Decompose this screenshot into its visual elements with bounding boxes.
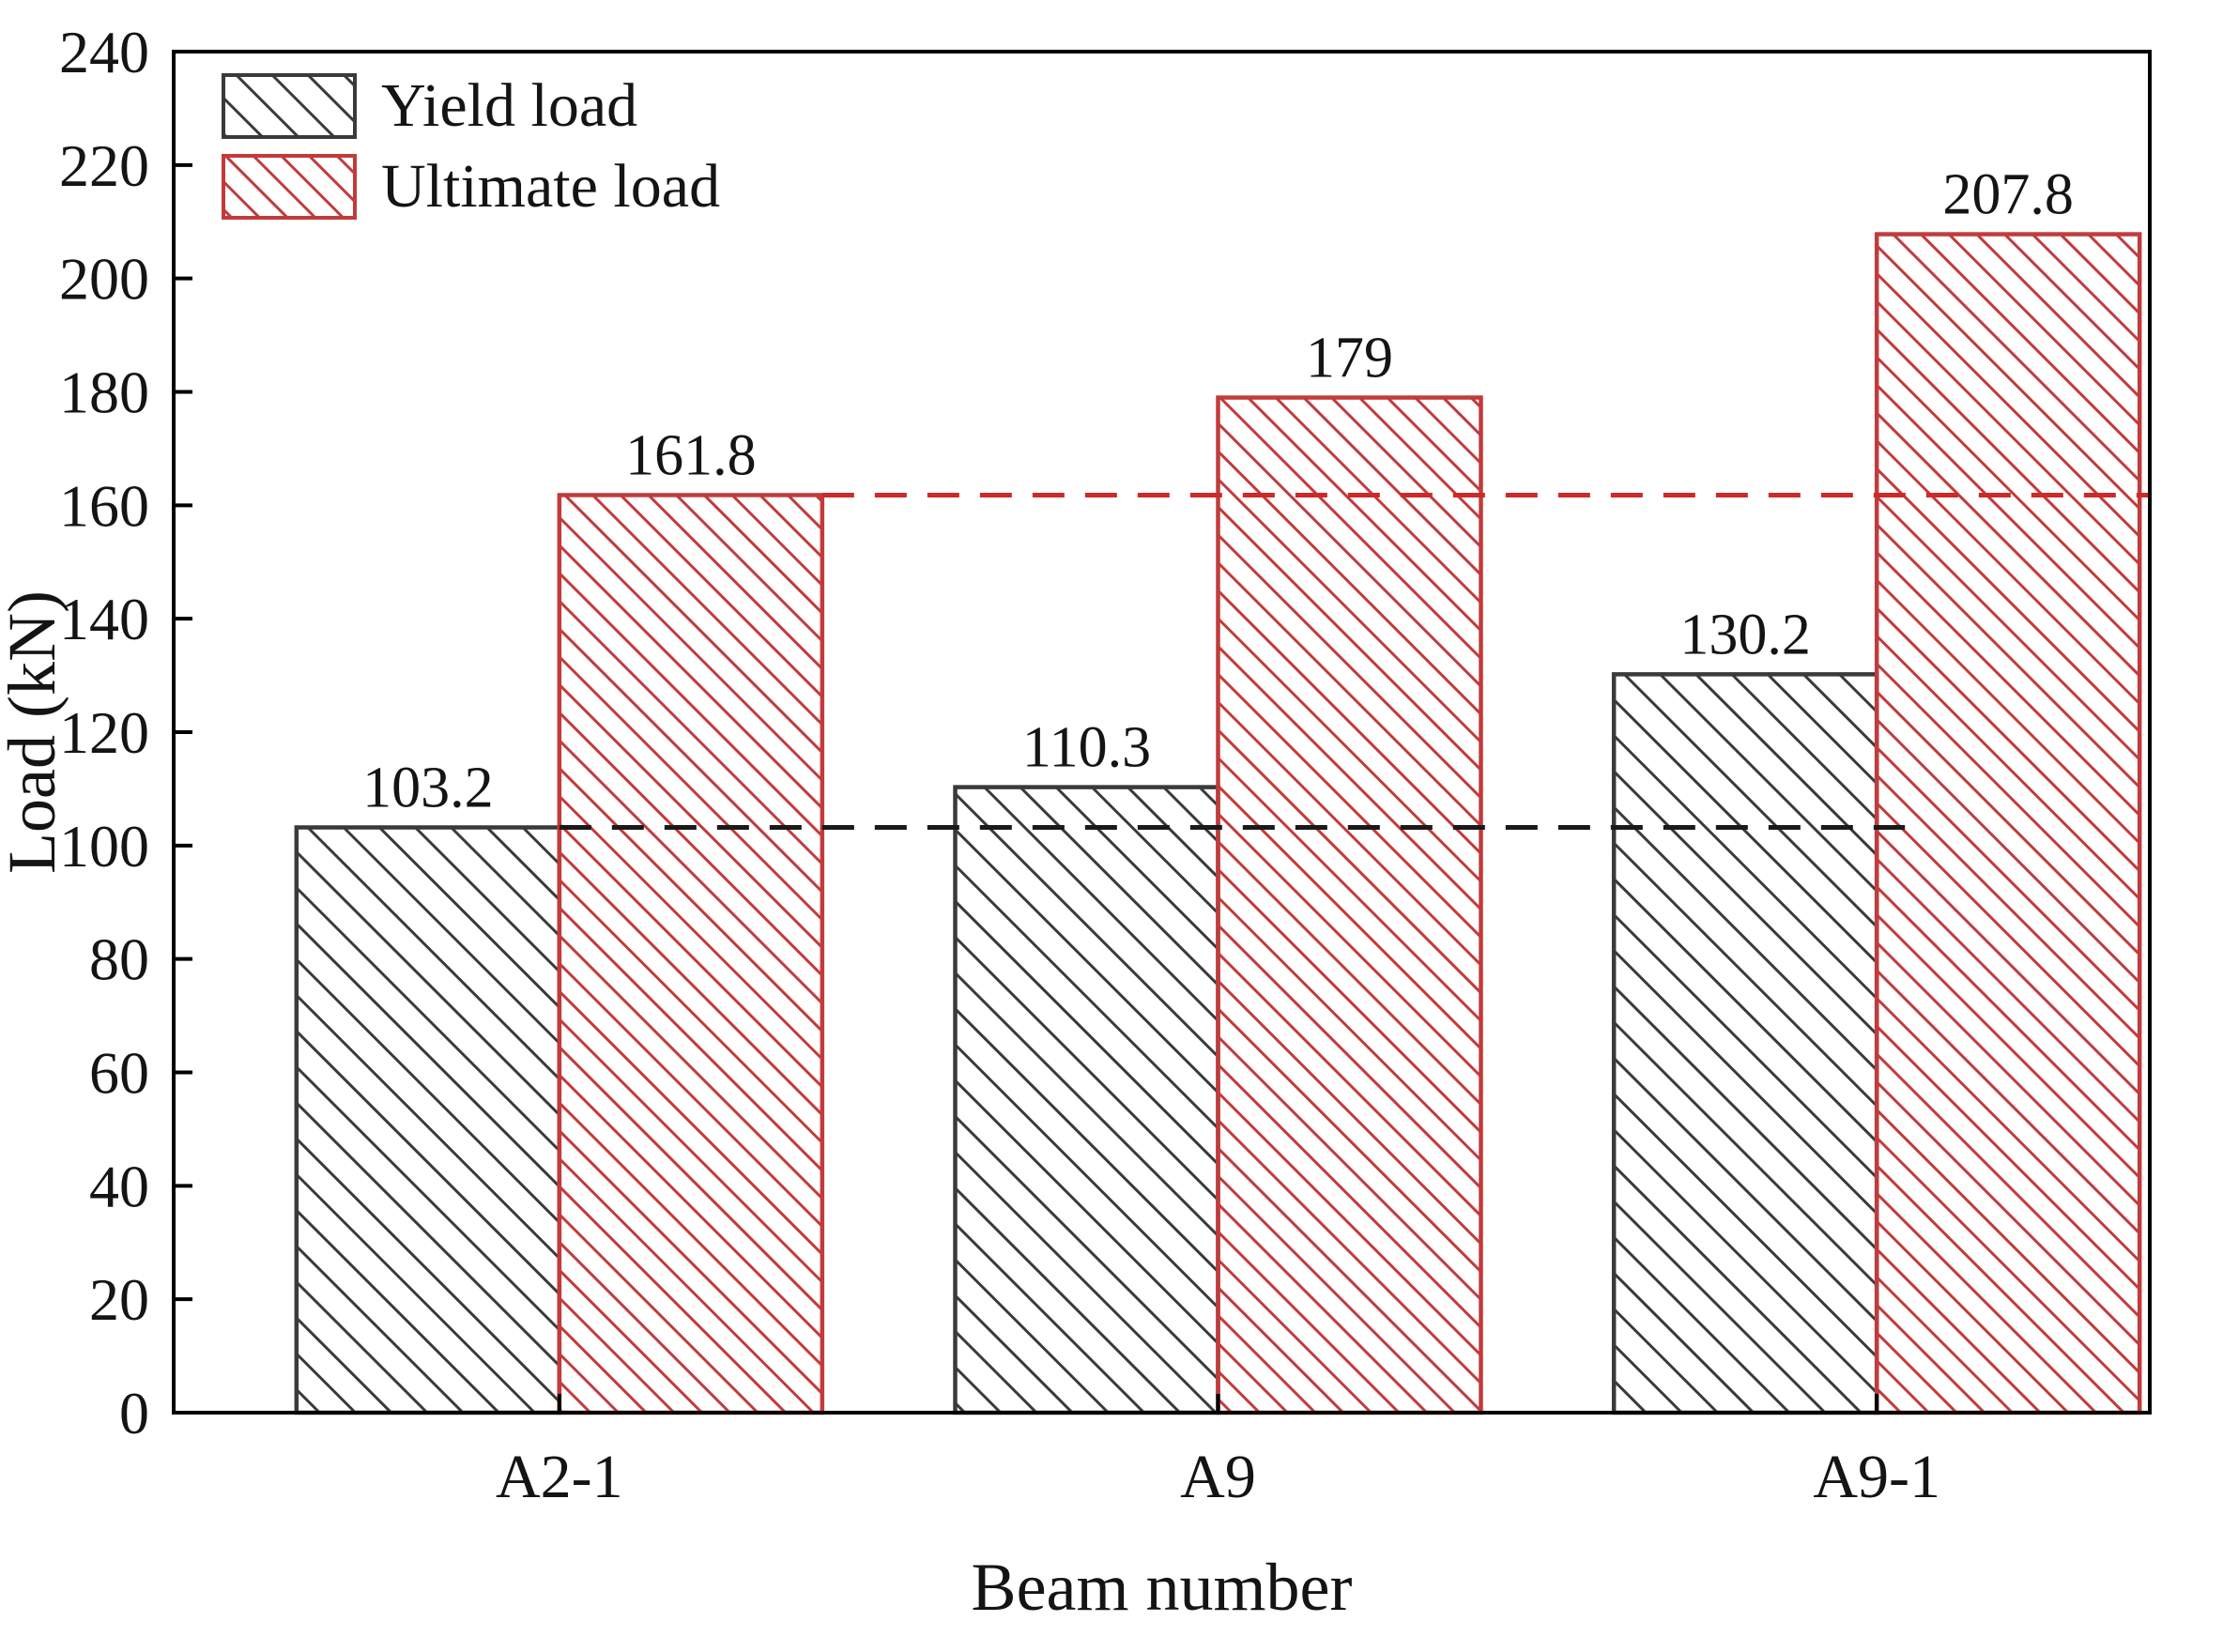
y-tick-label: 60 <box>89 1040 149 1107</box>
legend-label-1: Ultimate load <box>381 152 720 221</box>
value-label-A2-1-0: 103.2 <box>362 757 494 820</box>
y-tick-label: 180 <box>59 359 149 426</box>
legend-swatch-0 <box>222 73 357 139</box>
y-tick-label: 140 <box>59 586 149 652</box>
y-tick-label: 220 <box>59 132 149 199</box>
y-tick-label: 100 <box>59 813 149 880</box>
y-tick-label: 200 <box>59 246 149 313</box>
value-label-A9-0: 110.3 <box>1022 716 1151 780</box>
y-tick-label: 240 <box>59 19 149 85</box>
y-tick-label: 40 <box>89 1153 149 1219</box>
legend-swatch-1 <box>222 154 357 220</box>
y-axis-title: Load (kN) <box>0 590 69 874</box>
legend-label-0: Yield load <box>381 71 637 140</box>
y-tick-label: 80 <box>89 926 149 993</box>
bar-yield-load-A2-1 <box>294 825 562 1415</box>
bar-ultimate-load-A9-1 <box>1874 232 2142 1415</box>
value-label-A9-1: 179 <box>1306 327 1393 390</box>
x-tick-label: A9-1 <box>1813 1443 1940 1511</box>
value-label-A9-1-1: 207.8 <box>1942 163 2074 227</box>
bar-ultimate-load-A9 <box>1216 395 1483 1415</box>
y-tick-label: 20 <box>89 1266 149 1333</box>
value-label-A9-1-0: 130.2 <box>1679 603 1811 666</box>
y-tick-label: 160 <box>59 472 149 539</box>
x-tick-label: A2-1 <box>496 1443 623 1511</box>
x-axis-title: Beam number <box>972 1550 1353 1625</box>
x-tick-label: A9 <box>1180 1443 1256 1511</box>
bar-ultimate-load-A2-1 <box>557 493 825 1415</box>
bar-yield-load-A9-1 <box>1611 672 1879 1415</box>
y-tick-label: 0 <box>119 1380 149 1446</box>
value-label-A2-1-1: 161.8 <box>625 423 757 487</box>
y-tick-label: 120 <box>59 699 149 766</box>
bar-yield-load-A9 <box>953 785 1220 1415</box>
